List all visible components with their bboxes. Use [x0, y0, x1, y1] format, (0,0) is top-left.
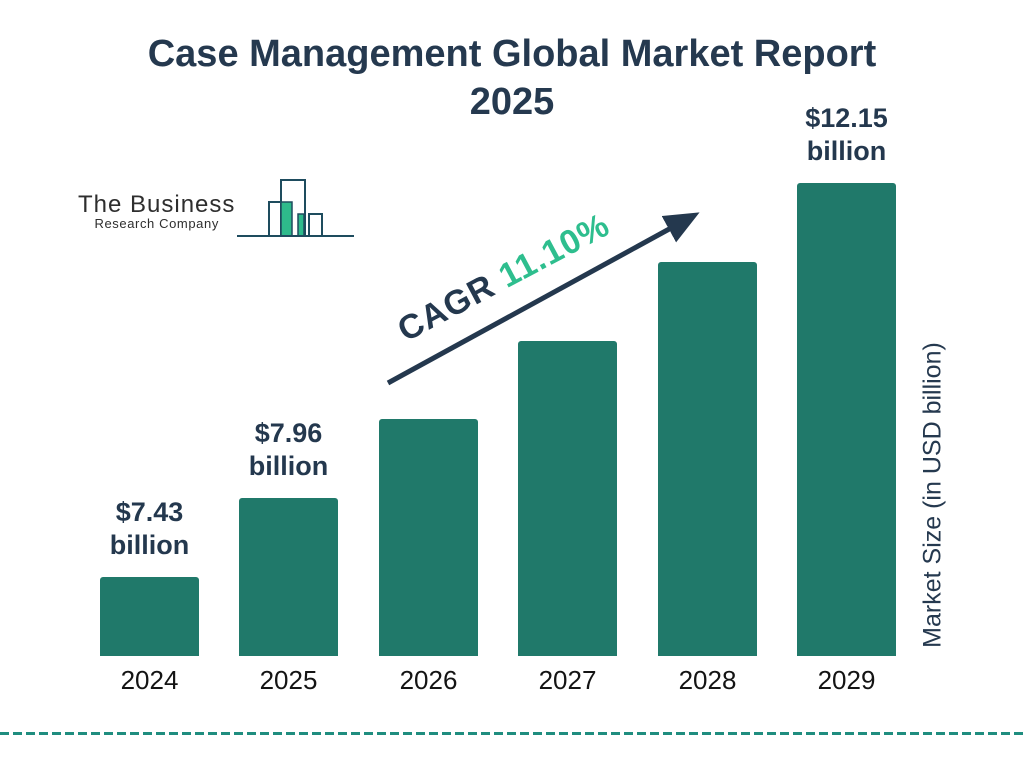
bar-2026: [379, 419, 478, 656]
y-axis-label: Market Size (in USD billion): [918, 342, 947, 648]
value-label-line: $7.43: [115, 497, 184, 527]
value-label-2024: $7.43 billion: [110, 496, 189, 562]
bar-2027: [518, 341, 617, 656]
x-tick-2027: 2027: [538, 665, 597, 695]
logo-subname: Research Company: [94, 216, 219, 231]
company-logo-text: The Business Research Company: [78, 192, 235, 231]
logo-name: The Business: [78, 191, 236, 218]
trend-arrow-icon: [386, 212, 700, 386]
bars-layer: [100, 183, 900, 656]
company-logo: The Business Research Company: [78, 176, 355, 239]
bar-2025: [239, 498, 338, 656]
chart-title-line1: Case Management Global Market Report: [147, 33, 877, 75]
x-tick-2024: 2024: [120, 665, 179, 695]
bar-2029: [797, 183, 896, 656]
x-tick-2025: 2025: [259, 665, 318, 695]
bottom-dashed-separator: [0, 732, 1024, 735]
bar-2028: [658, 262, 757, 656]
value-label-2025: $7.96 billion: [249, 417, 328, 483]
value-label-line: $7.96: [254, 418, 323, 448]
chart-title-line2: 2025: [469, 81, 555, 123]
value-label-line: billion: [806, 136, 887, 166]
value-label-line: billion: [109, 530, 190, 560]
value-label-line: $12.15: [805, 103, 888, 133]
value-label-line: billion: [248, 451, 329, 481]
x-tick-2028: 2028: [678, 665, 737, 695]
logo-buildings-icon: [237, 179, 355, 237]
value-label-2029: $12.15 billion: [805, 102, 888, 168]
x-tick-2026: 2026: [399, 665, 458, 695]
chart-title: Case Management Global Market Report 202…: [0, 30, 1024, 126]
x-tick-2029: 2029: [817, 665, 876, 695]
bar-2024: [100, 577, 199, 656]
